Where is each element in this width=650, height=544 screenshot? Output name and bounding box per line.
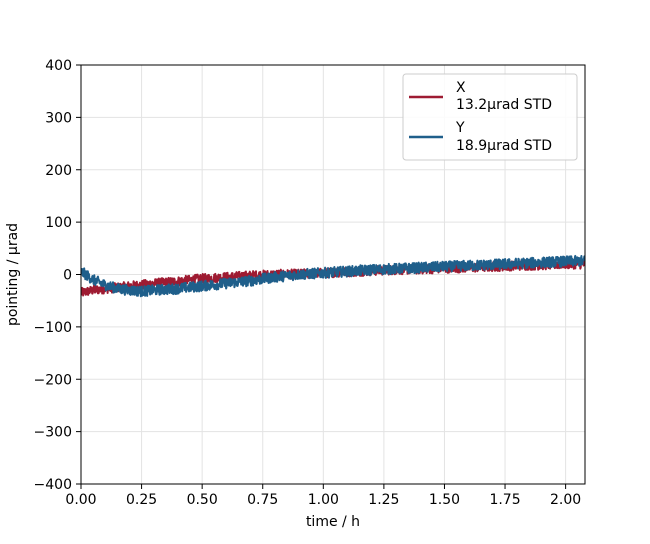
- y-tick-label: 300: [45, 110, 72, 126]
- legend-series-x-name: X: [456, 80, 466, 96]
- legend-series-y-std: 18.9µrad STD: [456, 138, 552, 154]
- y-tick-label: 0: [63, 268, 72, 284]
- legend-series-y-name: Y: [455, 120, 465, 136]
- y-tick-label: −400: [34, 477, 72, 493]
- x-tick-label: 0.75: [247, 492, 278, 508]
- series-layer: [81, 254, 585, 298]
- y-tick-label: 200: [45, 163, 72, 179]
- y-axis-label: pointing / µrad: [5, 223, 21, 326]
- x-tick-label: 0.25: [126, 492, 157, 508]
- y-tick-label: 400: [45, 58, 72, 74]
- legend-box: [402, 73, 578, 161]
- x-tick-label: 1.00: [308, 492, 339, 508]
- legend: X 13.2µrad STD Y 18.9µrad STD: [402, 73, 578, 161]
- y-tick-label: 100: [45, 215, 72, 231]
- axis-ticks: 0.00 0.25 0.50 0.75 1.00 1.25 1.50 1.75 2.00 −400…: [34, 58, 582, 508]
- x-tick-label: 1.25: [368, 492, 399, 508]
- y-tick-label: −200: [34, 372, 72, 388]
- x-tick-label: 1.50: [429, 492, 460, 508]
- x-tick-label: 0.00: [65, 492, 96, 508]
- y-tick-label: −100: [34, 320, 72, 336]
- y-tick-label: −300: [34, 425, 72, 441]
- legend-series-x-std: 13.2µrad STD: [456, 97, 552, 113]
- x-tick-label: 0.50: [187, 492, 218, 508]
- series-line-y: [81, 254, 585, 298]
- x-tick-label: 1.75: [489, 492, 520, 508]
- x-axis-label: time / h: [306, 514, 360, 530]
- x-tick-label: 2.00: [550, 492, 581, 508]
